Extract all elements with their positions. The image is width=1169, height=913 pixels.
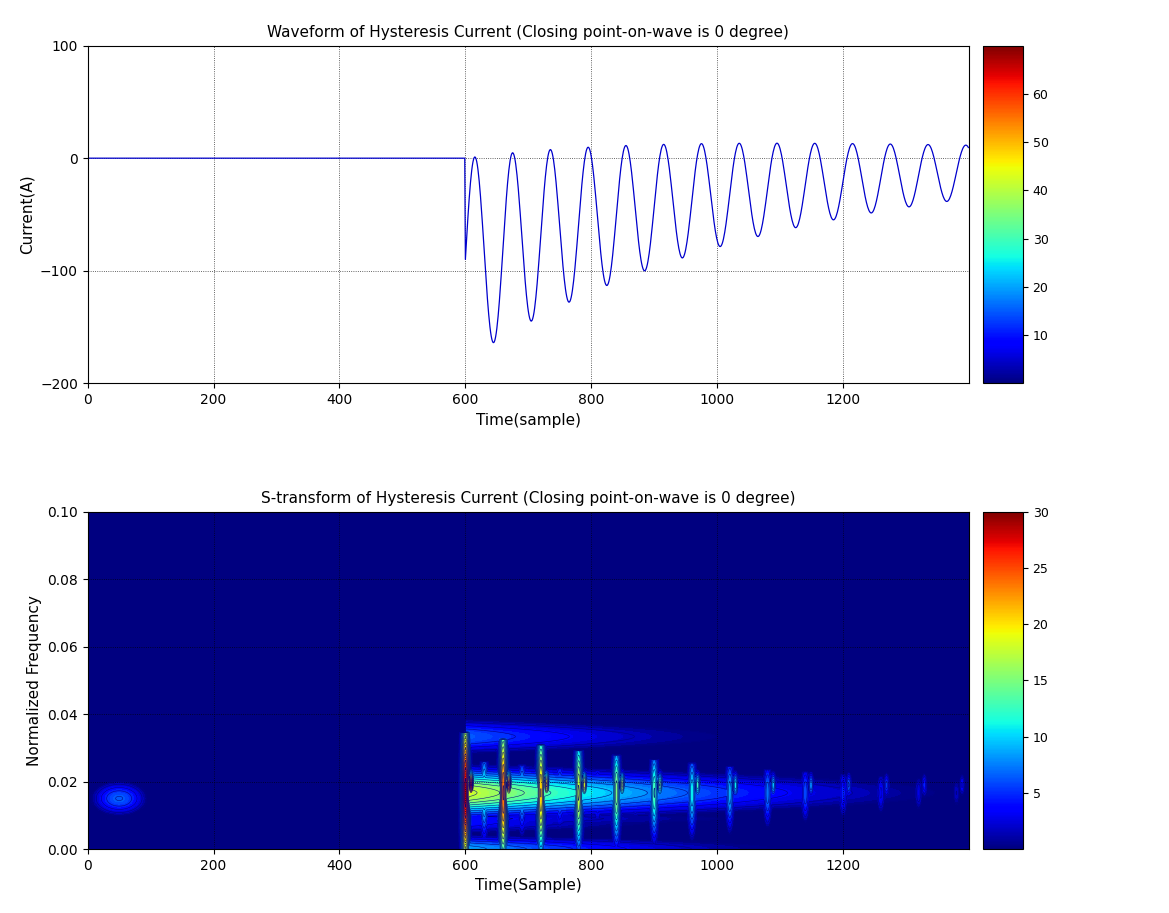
X-axis label: Time(sample): Time(sample): [476, 413, 581, 427]
Title: Waveform of Hysteresis Current (Closing point-on-wave is 0 degree): Waveform of Hysteresis Current (Closing …: [268, 26, 789, 40]
Y-axis label: Normalized Frequency: Normalized Frequency: [27, 595, 42, 766]
X-axis label: Time(Sample): Time(Sample): [475, 878, 582, 893]
Y-axis label: Current(A): Current(A): [20, 174, 34, 254]
Title: S-transform of Hysteresis Current (Closing point-on-wave is 0 degree): S-transform of Hysteresis Current (Closi…: [261, 491, 796, 506]
